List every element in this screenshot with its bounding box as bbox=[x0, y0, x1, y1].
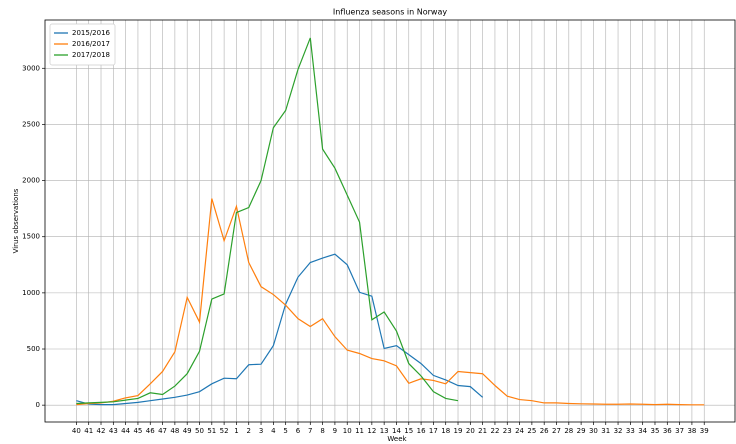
x-tick-label: 29 bbox=[577, 427, 586, 435]
x-tick-label: 49 bbox=[183, 427, 192, 435]
x-tick-label: 9 bbox=[333, 427, 337, 435]
x-tick-label: 17 bbox=[429, 427, 438, 435]
x-tick-label: 2 bbox=[247, 427, 251, 435]
series-line bbox=[76, 198, 705, 406]
y-tick-label: 2500 bbox=[22, 120, 40, 128]
y-tick-label: 500 bbox=[27, 345, 40, 353]
x-tick-label: 24 bbox=[515, 427, 524, 435]
chart-title: Influenza seasons in Norway bbox=[333, 8, 447, 17]
x-tick-label: 48 bbox=[170, 427, 179, 435]
x-tick-label: 26 bbox=[540, 427, 549, 435]
legend-label: 2016/2017 bbox=[72, 40, 110, 48]
x-tick-label: 18 bbox=[441, 427, 450, 435]
legend-label: 2017/2018 bbox=[72, 51, 110, 59]
legend-label: 2015/2016 bbox=[72, 29, 111, 37]
x-tick-label: 3 bbox=[259, 427, 263, 435]
x-tick-label: 25 bbox=[527, 427, 536, 435]
x-tick-label: 5 bbox=[283, 427, 287, 435]
x-tick-label: 8 bbox=[320, 427, 324, 435]
x-tick-label: 21 bbox=[478, 427, 487, 435]
x-tick-label: 51 bbox=[207, 427, 216, 435]
y-tick-label: 1500 bbox=[22, 233, 40, 241]
x-tick-label: 27 bbox=[552, 427, 561, 435]
x-tick-label: 20 bbox=[466, 427, 475, 435]
x-tick-label: 39 bbox=[700, 427, 709, 435]
x-tick-label: 47 bbox=[158, 427, 167, 435]
x-tick-label: 15 bbox=[404, 427, 413, 435]
x-tick-label: 45 bbox=[133, 427, 142, 435]
x-tick-label: 35 bbox=[651, 427, 660, 435]
x-tick-label: 43 bbox=[109, 427, 118, 435]
x-tick-label: 4 bbox=[271, 427, 276, 435]
x-tick-label: 38 bbox=[687, 427, 696, 435]
x-tick-label: 34 bbox=[638, 427, 647, 435]
x-tick-label: 7 bbox=[308, 427, 312, 435]
y-tick-label: 0 bbox=[36, 401, 40, 409]
x-tick-label: 41 bbox=[84, 427, 93, 435]
x-tick-label: 36 bbox=[663, 427, 672, 435]
x-tick-label: 44 bbox=[121, 427, 130, 435]
x-tick-label: 46 bbox=[146, 427, 155, 435]
x-tick-label: 13 bbox=[380, 427, 389, 435]
x-tick-label: 40 bbox=[72, 427, 81, 435]
x-tick-label: 30 bbox=[589, 427, 598, 435]
y-tick-label: 1000 bbox=[22, 289, 40, 297]
x-tick-label: 1 bbox=[234, 427, 238, 435]
x-tick-label: 16 bbox=[417, 427, 426, 435]
x-tick-label: 14 bbox=[392, 427, 401, 435]
y-tick-label: 3000 bbox=[22, 64, 40, 72]
x-tick-label: 37 bbox=[675, 427, 684, 435]
x-tick-label: 12 bbox=[367, 427, 376, 435]
x-tick-label: 31 bbox=[601, 427, 610, 435]
plot-frame bbox=[44, 19, 736, 423]
x-axis-label: Week bbox=[387, 435, 407, 443]
series-line bbox=[76, 253, 484, 406]
y-tick-label: 2000 bbox=[22, 177, 40, 185]
y-axis-label: Virus observations bbox=[12, 188, 20, 253]
x-tick-label: 28 bbox=[564, 427, 573, 435]
x-tick-label: 42 bbox=[97, 427, 106, 435]
x-tick-label: 52 bbox=[220, 427, 229, 435]
x-tick-label: 22 bbox=[490, 427, 499, 435]
x-tick-label: 11 bbox=[355, 427, 364, 435]
x-tick-label: 6 bbox=[296, 427, 301, 435]
x-tick-label: 50 bbox=[195, 427, 204, 435]
series-line bbox=[76, 37, 459, 405]
x-tick-label: 33 bbox=[626, 427, 635, 435]
x-tick-label: 32 bbox=[614, 427, 623, 435]
x-tick-label: 23 bbox=[503, 427, 512, 435]
x-tick-label: 19 bbox=[454, 427, 463, 435]
x-tick-label: 10 bbox=[343, 427, 352, 435]
